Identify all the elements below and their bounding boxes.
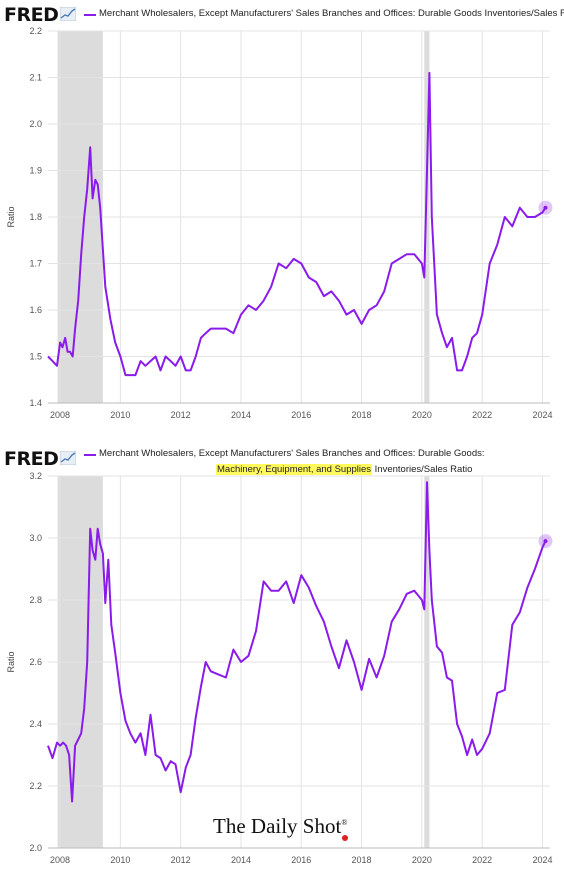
x-tick-label: 2018 [352,410,372,420]
x-tick-label: 2010 [110,855,130,865]
y-tick-label: 1.7 [29,259,42,269]
x-tick-label: 2012 [171,410,191,420]
fred-logo: FRED [4,4,59,26]
fred-logo: FRED [4,448,59,470]
y-tick-label: 1.9 [29,166,42,176]
x-tick-label: 2024 [532,855,552,865]
x-tick-label: 2020 [412,855,432,865]
x-tick-label: 2010 [110,410,130,420]
legend-label-line2: Machinery, Equipment, and Supplies Inven… [216,464,472,475]
watermark-text: The Daily Shot [213,814,342,838]
x-tick-label: 2022 [472,410,492,420]
x-tick-label: 2012 [171,855,191,865]
x-tick-label: 2016 [291,410,311,420]
y-tick-label: 1.4 [29,398,42,408]
chart-panel-machinery: FRED Merchant Wholesalers, Except Manufa… [0,440,564,873]
line-chart-durable-goods: 1.4 1.5 1.6 1.7 1.8 1.9 2.0 2.1 2.2 2008 2010 2012 2… [6,26,552,420]
y-tick-label: 2.1 [29,73,42,83]
y-axis-label: Ratio [6,651,16,672]
x-tick-label: 2008 [50,855,70,865]
y-tick-label: 2.6 [29,657,42,667]
y-tick-label: 3.2 [29,471,42,481]
x-tick-label: 2014 [231,855,251,865]
last-point-marker [543,539,548,544]
x-tick-label: 2018 [352,855,372,865]
series-line [47,71,547,377]
y-tick-label: 2.0 [29,119,42,129]
legend-label: Merchant Wholesalers, Except Manufacture… [99,8,564,19]
logo-dot [342,835,348,841]
x-tick-label: 2008 [50,410,70,420]
x-tick-label: 2020 [412,410,432,420]
legend-highlight: Machinery, Equipment, and Supplies [216,464,373,475]
x-tick-label: 2014 [231,410,251,420]
fred-chart-icon [60,451,76,465]
x-tick-label: 2022 [472,855,492,865]
watermark-mark: ® [341,818,348,827]
y-axis-label: Ratio [6,206,16,227]
y-tick-label: 2.2 [29,26,42,36]
x-tick-label: 2016 [291,855,311,865]
fred-chart-icon [60,7,76,21]
y-tick-label: 1.6 [29,305,42,315]
series-line [47,481,547,803]
y-tick-label: 2.0 [29,843,42,853]
y-tick-label: 3.0 [29,533,42,543]
chart-panel-durable-goods: FRED Merchant Wholesalers, Except Manufa… [0,0,564,432]
legend-swatch [84,454,96,456]
y-tick-label: 2.8 [29,595,42,605]
daily-shot-logo: The Daily Shot® [213,814,348,841]
line-chart-machinery: 2.0 2.2 2.4 2.6 2.8 3.0 3.2 2008 2010 2012 2014 201… [6,471,552,865]
y-tick-label: 2.4 [29,719,42,729]
legend-label-line1: Merchant Wholesalers, Except Manufacture… [99,448,485,459]
legend-label-rest: Inventories/Sales Ratio [372,464,473,475]
y-tick-label: 1.8 [29,212,42,222]
last-point-marker [543,205,548,210]
y-tick-label: 2.2 [29,781,42,791]
y-tick-label: 1.5 [29,352,42,362]
x-tick-label: 2024 [532,410,552,420]
legend-swatch [84,14,96,16]
